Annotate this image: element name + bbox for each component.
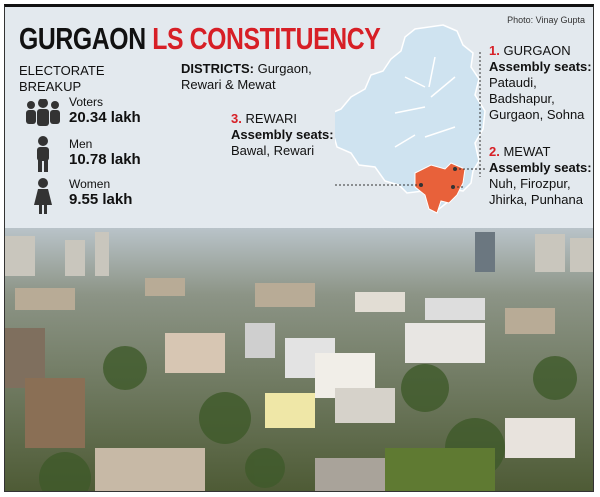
- buildings: [5, 278, 575, 491]
- voters-label: Voters: [69, 95, 104, 109]
- seats-label: Assembly seats:: [231, 127, 334, 142]
- voters-icon: [26, 99, 60, 126]
- districts-text: Gurgaon, Rewari & Mewat: [181, 61, 312, 92]
- districts: DISTRICTS: Gurgaon, Rewari & Mewat: [181, 61, 331, 93]
- title-main: GURGAON: [19, 21, 146, 56]
- callout-number: 2.: [489, 144, 500, 159]
- callout-mewat: 2. MEWAT Assembly seats: Nuh, Firozpur, …: [489, 144, 593, 208]
- seats: Bawal, Rewari: [231, 143, 315, 158]
- callout-rewari: 3. REWARI Assembly seats: Bawal, Rewari: [231, 111, 349, 159]
- infographic: GURGAON LS CONSTITUENCY Photo: Vinay Gup…: [4, 4, 594, 492]
- title: GURGAON LS CONSTITUENCY: [19, 21, 381, 57]
- callout-name: GURGAON: [503, 43, 571, 58]
- icons: [26, 99, 60, 214]
- field: [385, 448, 495, 491]
- men-label: Men: [69, 137, 93, 151]
- men-value: 10.78 lakh: [69, 151, 141, 168]
- men-icon: [37, 136, 49, 172]
- seats: Pataudi, Badshapur, Gurgaon, Sohna: [489, 75, 585, 122]
- callout-gurgaon: 1. GURGAON Assembly seats: Pataudi, Bads…: [489, 43, 593, 123]
- callout-name: REWARI: [245, 111, 297, 126]
- women-icon: [34, 178, 52, 214]
- title-accent: LS CONSTITUENCY: [152, 21, 381, 56]
- callout-name: MEWAT: [503, 144, 551, 159]
- photo-credit: Photo: Vinay Gupta: [507, 15, 585, 25]
- women-label: Women: [69, 177, 111, 191]
- skyline: [5, 232, 593, 276]
- women-value: 9.55 lakh: [69, 191, 133, 208]
- district-borders: [394, 56, 456, 148]
- constituency-area: [414, 162, 466, 214]
- voters-value: 20.34 lakh: [69, 109, 141, 126]
- callout-number: 3.: [231, 111, 242, 126]
- seats-label: Assembly seats:: [489, 160, 592, 175]
- districts-label: DISTRICTS:: [181, 61, 254, 76]
- map: [335, 24, 487, 214]
- callout-number: 1.: [489, 43, 500, 58]
- electorate-heading: ELECTORATE BREAKUP: [19, 63, 105, 94]
- callout-line: [479, 52, 481, 177]
- haryana-map: [335, 24, 486, 211]
- seats-label: Assembly seats:: [489, 59, 592, 74]
- seats: Nuh, Firozpur, Jhirka, Punhana: [489, 176, 583, 207]
- city-photo: [5, 228, 593, 491]
